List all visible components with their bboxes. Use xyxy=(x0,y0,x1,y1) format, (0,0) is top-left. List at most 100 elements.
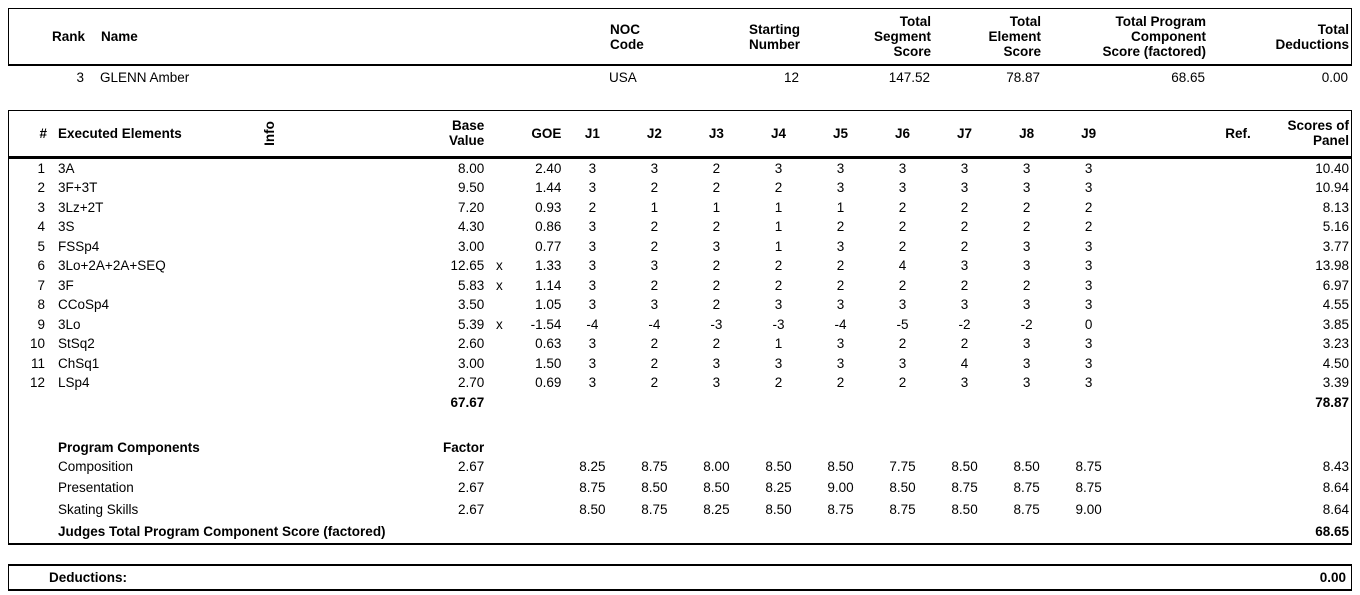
credit-marker xyxy=(484,217,514,237)
element-ref xyxy=(1120,295,1251,315)
judge-score: 2 xyxy=(960,277,969,293)
judge-6-header: J6 xyxy=(871,111,934,159)
credit-marker xyxy=(484,157,514,178)
judge-score: 3 xyxy=(588,277,597,293)
element-row: 9 3Lo 5.39 x -1.54 -4 -4 -3 -3 -4 -5 -2 … xyxy=(9,315,1351,335)
judge-score: 3 xyxy=(1022,258,1031,273)
judge-score: 3 xyxy=(1022,297,1031,312)
element-goe: 2.40 xyxy=(535,160,562,176)
judge-score: 2 xyxy=(1084,199,1093,215)
judge-score: 8.50 xyxy=(765,458,792,474)
credit-marker xyxy=(484,178,514,198)
judge-score: 3 xyxy=(774,355,783,371)
judge-score: 8.25 xyxy=(703,501,730,517)
component-panel-score: 8.64 xyxy=(1322,480,1349,495)
element-ref xyxy=(1120,354,1251,374)
judge-score: 3 xyxy=(1084,160,1093,176)
judge-score: 2 xyxy=(712,336,721,351)
judge-score: 3 xyxy=(1084,297,1093,312)
credit-marker xyxy=(484,373,514,393)
judge-score: 2 xyxy=(960,238,969,254)
judge-score: 7.75 xyxy=(889,458,916,474)
element-row: 4 3S 4.30 0.86 3 2 2 1 2 2 2 2 2 5.16 xyxy=(9,217,1351,237)
skater-rank: 3 xyxy=(76,70,84,85)
judge-score: 3 xyxy=(898,160,907,176)
element-row: 10 StSq2 2.60 0.63 3 2 2 1 3 2 2 3 3 3.2… xyxy=(9,334,1351,354)
element-number: 3 xyxy=(37,199,46,215)
judge-score: 8.50 xyxy=(827,458,854,474)
element-row: 1 3A 8.00 2.40 3 3 2 3 3 3 3 3 3 10.40 xyxy=(9,157,1351,178)
element-ref xyxy=(1120,256,1251,276)
components-total-value: 68.65 xyxy=(1315,524,1349,539)
judge-score: 3 xyxy=(588,336,597,351)
element-base-value: 2.60 xyxy=(458,336,485,351)
element-info xyxy=(242,256,297,276)
base-value-header: Base Value xyxy=(404,111,485,159)
judge-score: 2 xyxy=(1022,277,1031,293)
judge-score: 3 xyxy=(836,180,845,195)
judge-score: 8.75 xyxy=(1075,480,1102,495)
element-number: 7 xyxy=(37,277,46,293)
element-panel-score: 10.40 xyxy=(1315,160,1349,176)
judge-7-header: J7 xyxy=(933,111,996,159)
element-info xyxy=(242,373,297,393)
element-name: 3S xyxy=(58,219,75,234)
program-components-title: Program Components xyxy=(58,439,200,455)
judge-score: 3 xyxy=(1022,238,1031,254)
judge-score: 3 xyxy=(588,258,597,273)
element-goe: 1.05 xyxy=(535,297,562,312)
judge-score: 3 xyxy=(1084,258,1093,273)
skater-total-segment-score: 147.52 xyxy=(888,70,930,85)
element-base-value: 5.83 xyxy=(458,277,485,293)
element-name: StSq2 xyxy=(58,336,95,351)
element-row: 5 FSSp4 3.00 0.77 3 2 3 1 3 2 2 3 3 3.77 xyxy=(9,237,1351,257)
element-info xyxy=(242,237,297,257)
judge-score: 3 xyxy=(836,297,845,312)
skater-total-component-score: 68.65 xyxy=(1171,70,1205,85)
judge-score: 8.75 xyxy=(827,501,854,517)
judge-score: 8.00 xyxy=(703,458,730,474)
element-row: 6 3Lo+2A+2A+SEQ 12.65 x 1.33 3 3 2 2 2 4… xyxy=(9,256,1351,276)
element-number: 10 xyxy=(29,336,46,351)
element-panel-score: 3.39 xyxy=(1322,375,1349,390)
judge-score: 8.25 xyxy=(579,458,606,474)
element-goe: 0.69 xyxy=(535,375,562,390)
judge-score: 8.25 xyxy=(765,480,792,495)
judge-score: 3 xyxy=(960,180,969,195)
element-info xyxy=(242,217,297,237)
judge-score: 8.50 xyxy=(765,501,792,517)
total-base-value: 67.67 xyxy=(450,394,485,410)
judge-score: 3 xyxy=(774,297,783,312)
number-column-header: # xyxy=(9,111,48,159)
judge-score: 3 xyxy=(712,355,721,371)
judge-score: 8.50 xyxy=(951,458,978,474)
element-base-value: 7.20 xyxy=(458,199,485,215)
element-name: LSp4 xyxy=(58,375,90,390)
judge-score: -4 xyxy=(648,316,661,332)
judge-score: 2 xyxy=(712,160,721,176)
judge-score: 3 xyxy=(898,355,907,371)
judge-score: 2 xyxy=(1022,199,1031,215)
judge-1-header: J1 xyxy=(561,111,624,159)
judge-score: 2 xyxy=(774,180,783,195)
element-ref xyxy=(1120,334,1251,354)
judge-score: 8.75 xyxy=(641,501,668,517)
judge-score: 8.50 xyxy=(579,501,606,517)
skater-total-deductions: 0.00 xyxy=(1321,70,1348,85)
judge-score: 8.75 xyxy=(1013,480,1040,495)
element-goe: -1.54 xyxy=(530,316,562,332)
element-row: 8 CCoSp4 3.50 1.05 3 3 2 3 3 3 3 3 3 4.5… xyxy=(9,295,1351,315)
judge-score: 3 xyxy=(1022,355,1031,371)
info-column-header: Info xyxy=(242,111,298,159)
judge-score: 0 xyxy=(1084,316,1093,332)
element-number: 9 xyxy=(37,316,46,332)
judge-score: -3 xyxy=(710,316,723,332)
element-info xyxy=(242,334,297,354)
judge-score: 3 xyxy=(898,180,907,195)
judge-score: 3 xyxy=(1084,375,1093,390)
element-panel-score: 3.23 xyxy=(1322,336,1349,351)
judge-score: 3 xyxy=(1084,180,1093,195)
skater-starting-number: 12 xyxy=(783,70,799,85)
element-base-value: 4.30 xyxy=(458,219,485,234)
